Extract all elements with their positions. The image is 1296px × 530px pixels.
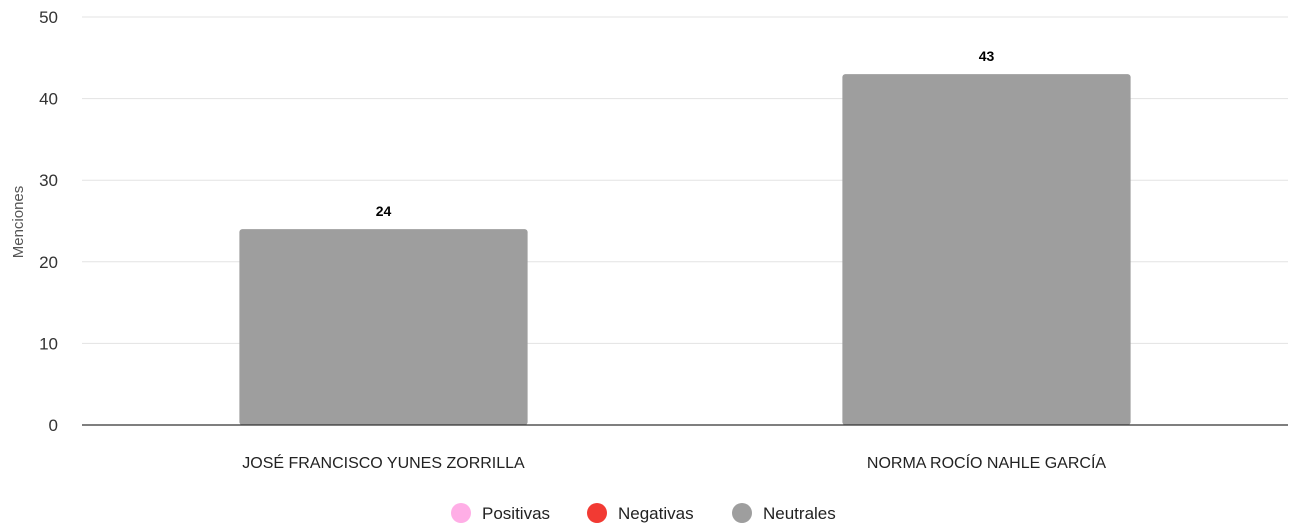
legend-item: Positivas [451, 503, 550, 523]
data-label: 43 [979, 48, 995, 64]
legend-label: Negativas [618, 504, 694, 523]
y-axis-title: Menciones [10, 186, 27, 259]
y-tick-label: 50 [39, 8, 58, 27]
legend: Positivas Negativas Neutrales [451, 503, 836, 523]
legend-label: Neutrales [763, 504, 836, 523]
y-tick-label: 40 [39, 90, 58, 109]
bar-neutrales [239, 229, 528, 425]
bars: 24 43 [239, 48, 1131, 426]
y-tick-label: 10 [39, 334, 58, 353]
legend-label: Positivas [482, 504, 550, 523]
legend-swatch [451, 503, 471, 523]
bar-neutrales [842, 74, 1131, 426]
legend-item: Neutrales [732, 503, 836, 523]
data-label: 24 [376, 203, 392, 219]
y-tick-label: 30 [39, 171, 58, 190]
x-axis-categories: JOSÉ FRANCISCO YUNES ZORRILLA NORMA ROCÍO… [242, 453, 1106, 472]
y-axis-ticks: 0 10 20 30 40 50 [39, 8, 58, 435]
x-category-label: NORMA ROCÍO NAHLE GARCÍA [867, 453, 1106, 472]
y-tick-label: 20 [39, 253, 58, 272]
legend-swatch [732, 503, 752, 523]
y-tick-label: 0 [49, 416, 58, 435]
x-category-label: JOSÉ FRANCISCO YUNES ZORRILLA [242, 453, 525, 472]
legend-swatch [587, 503, 607, 523]
legend-item: Negativas [587, 503, 694, 523]
